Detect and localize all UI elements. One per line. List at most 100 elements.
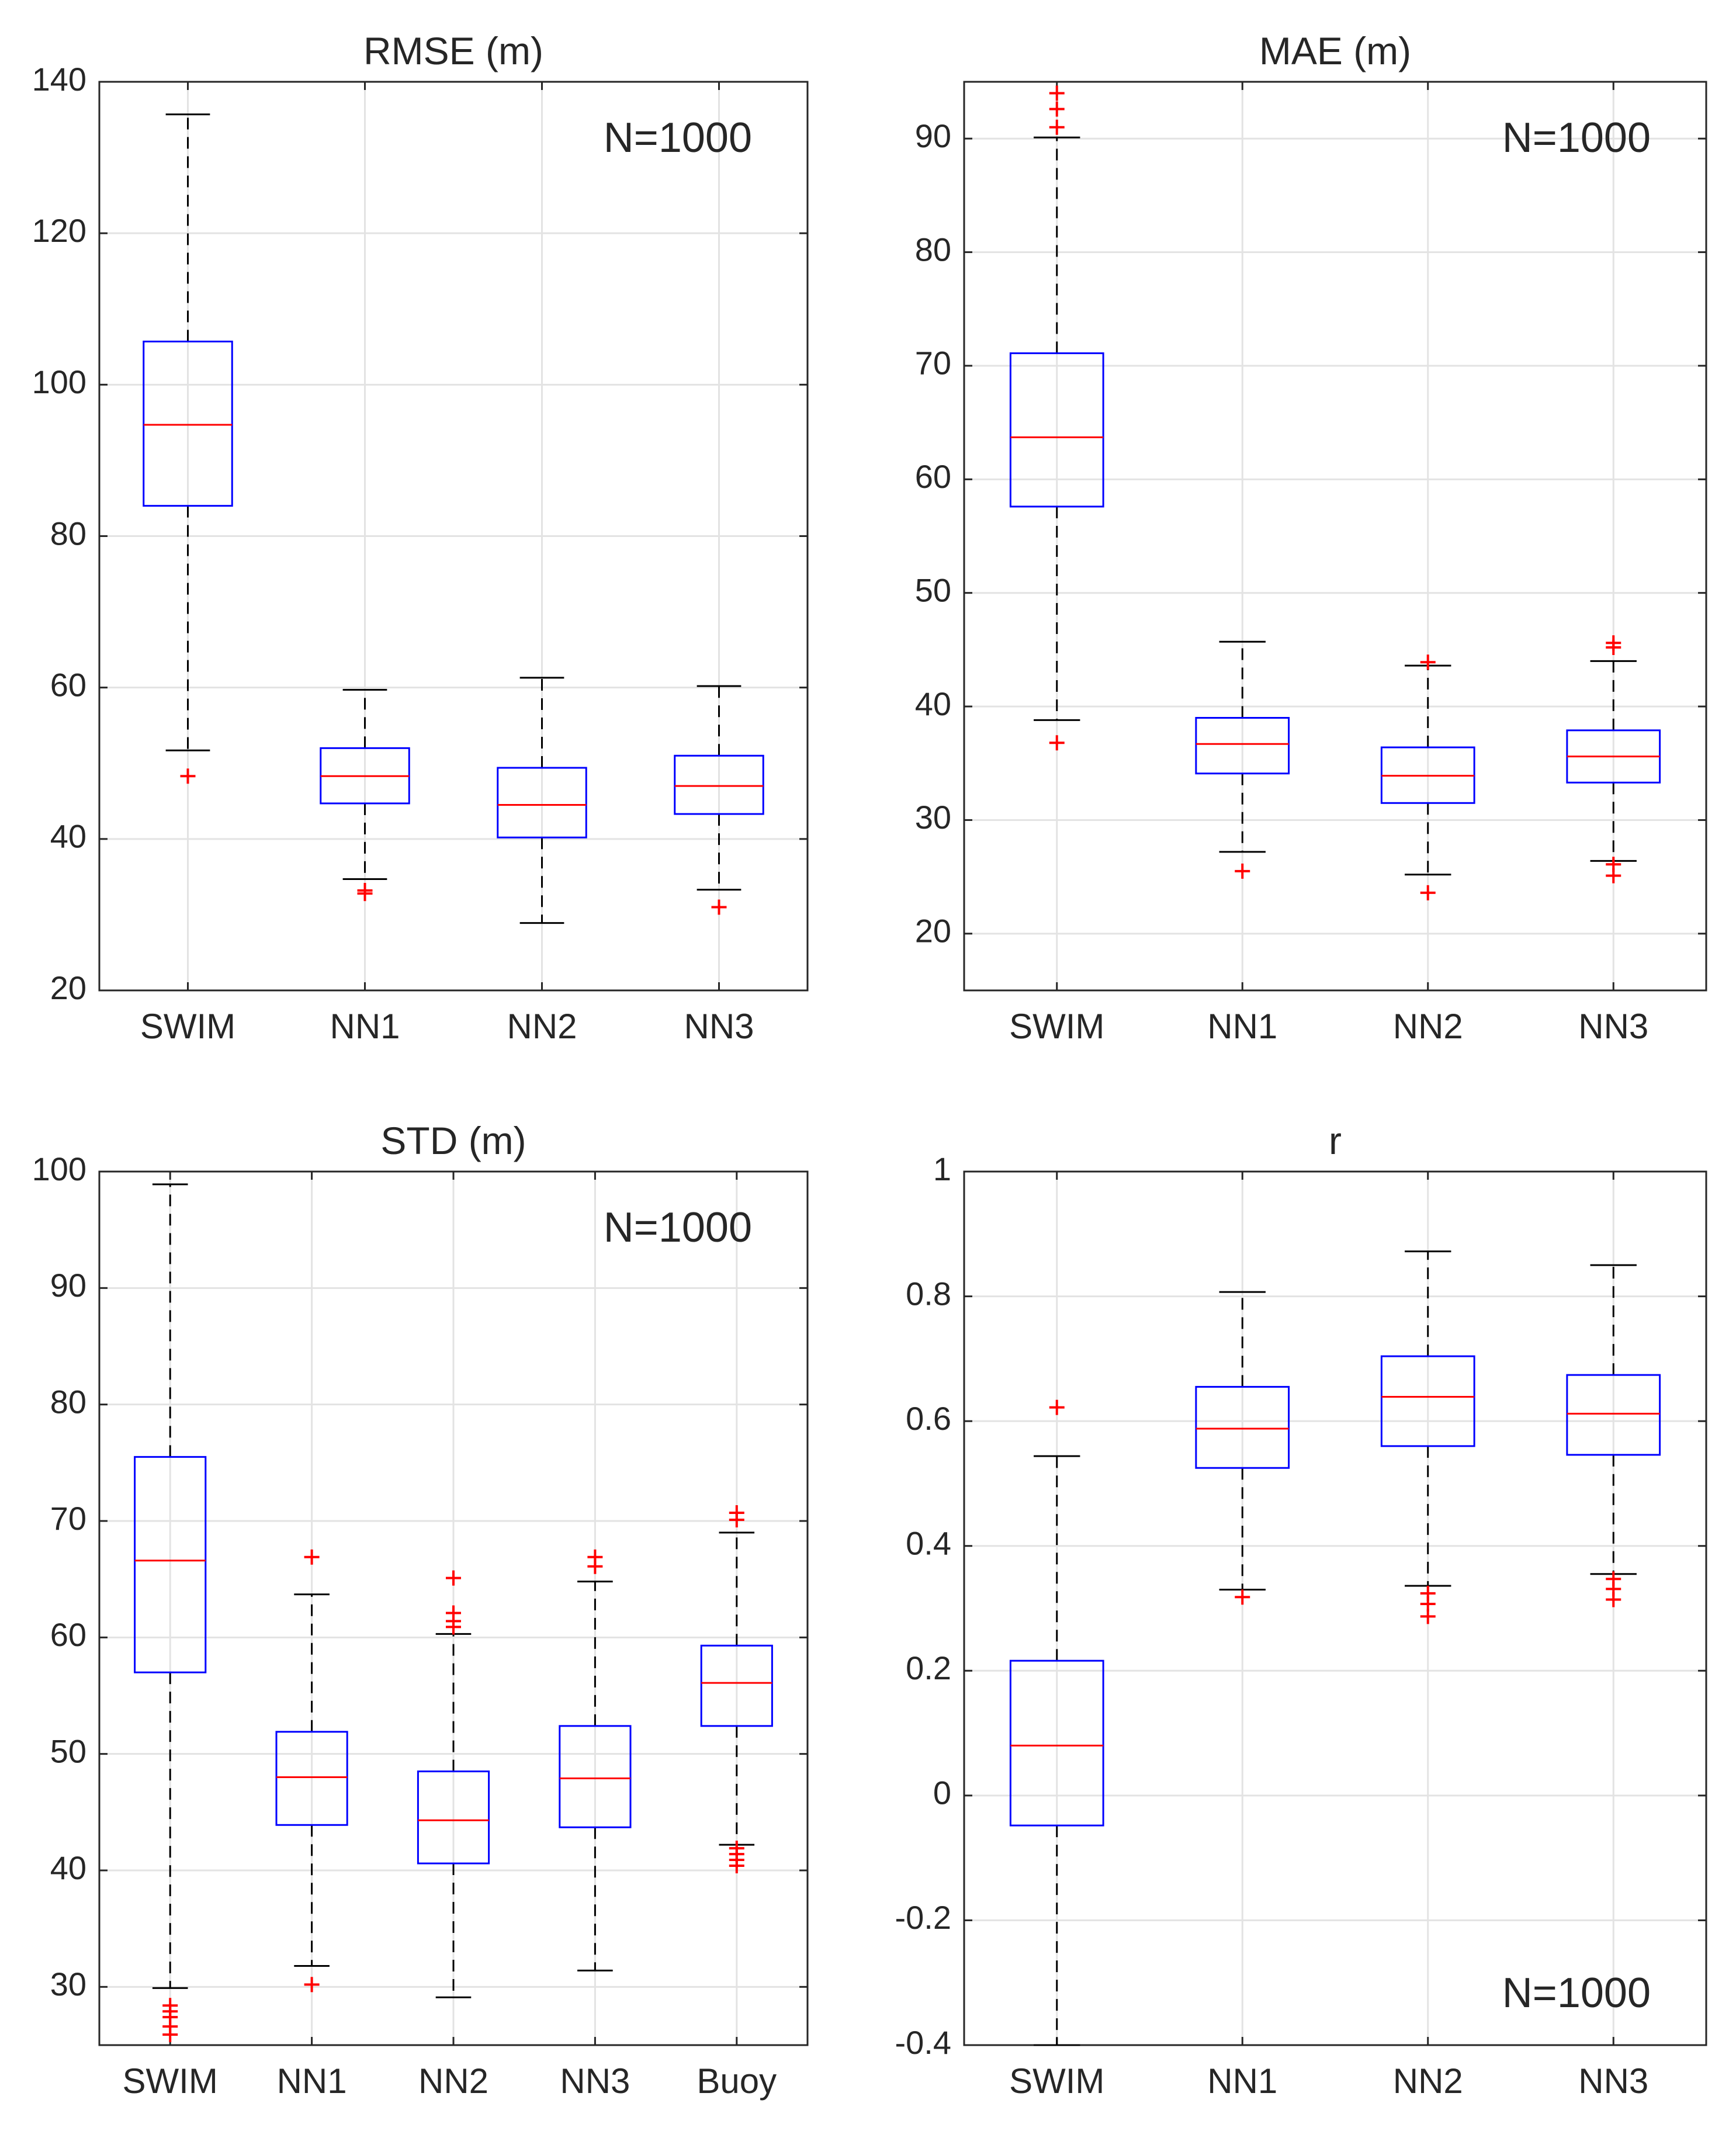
outlier-marker — [1049, 101, 1065, 117]
interquartile-box — [275, 1731, 348, 1826]
outlier-marker — [1235, 863, 1250, 879]
y-tick-label: 90 — [50, 1267, 86, 1304]
y-tick-label: 120 — [32, 212, 86, 249]
y-tick-label: 60 — [915, 458, 951, 495]
box-nn2 — [497, 677, 587, 924]
x-tick-label-swim: SWIM — [1009, 1007, 1104, 1046]
sample-size-label: N=1000 — [604, 1204, 752, 1251]
box-nn3 — [1566, 635, 1661, 883]
x-tick-label-nn1: NN1 — [277, 2061, 347, 2101]
box-nn2 — [1380, 1250, 1475, 1624]
interquartile-box — [134, 1456, 207, 1673]
y-tick-label: 30 — [50, 1966, 86, 2002]
interquartile-box — [143, 340, 233, 507]
axes-frame — [963, 81, 1707, 992]
outlier-marker — [446, 1570, 461, 1586]
y-tick-label: 1 — [933, 1151, 951, 1187]
panel-title: STD (m) — [380, 1119, 526, 1162]
y-tick-label: 0 — [933, 1775, 951, 1811]
outlier-marker — [1606, 857, 1621, 872]
x-tick-label-nn2: NN2 — [1393, 2061, 1463, 2101]
y-tick-label: 80 — [50, 1383, 86, 1420]
outlier-marker — [1235, 1589, 1250, 1605]
outlier-marker — [1420, 654, 1436, 670]
x-tick-label-nn1: NN1 — [330, 1007, 400, 1046]
panel-1: 20 30 40 50 60 70 80 90 SWIM NN1 NN2 NN3 MAE (m) N=10… — [915, 29, 1707, 1046]
y-tick-label: -0.2 — [895, 1899, 952, 1936]
panel-0: 20 40 60 80 100 120 140 SWIM NN1 NN2 NN3 RMSE (m) N=… — [32, 29, 809, 1046]
box-swim — [1009, 85, 1104, 751]
outlier-marker — [1049, 119, 1065, 135]
box-swim — [143, 113, 233, 784]
interquartile-box — [1009, 1659, 1104, 1827]
y-tick-label: 40 — [50, 818, 86, 855]
axes-frame — [963, 1170, 1707, 2046]
outlier-marker — [1606, 635, 1621, 651]
box-swim — [134, 1183, 207, 2043]
x-tick-label-nn3: NN3 — [684, 1007, 754, 1046]
box-nn3 — [1566, 1264, 1661, 1607]
sample-size-label: N=1000 — [1502, 115, 1651, 161]
box-nn2 — [1380, 654, 1475, 900]
y-tick-label: 20 — [915, 913, 951, 950]
y-tick-label: 140 — [32, 61, 86, 98]
y-tick-label: 20 — [50, 969, 86, 1006]
y-tick-label: 60 — [50, 1616, 86, 1653]
y-tick-label: 100 — [32, 1151, 86, 1187]
interquartile-box — [1380, 1355, 1475, 1447]
box-nn1 — [320, 689, 410, 902]
x-tick-label-nn3: NN3 — [560, 2061, 630, 2101]
sample-size-label: N=1000 — [604, 115, 752, 161]
panel-2: 30 40 50 60 70 80 90 100 SWIM NN1 NN2 NN3 Buoy STD (m… — [32, 1119, 809, 2101]
y-tick-label: 100 — [32, 363, 86, 400]
sample-size-label: N=1000 — [1502, 1970, 1651, 2016]
y-tick-label: 40 — [915, 685, 951, 722]
y-tick-label: 70 — [915, 345, 951, 382]
outlier-marker — [1606, 1571, 1621, 1587]
x-tick-label-nn2: NN2 — [418, 2061, 488, 2101]
y-tick-label: 40 — [50, 1849, 86, 1886]
y-tick-label: 80 — [50, 515, 86, 552]
y-tick-label: 80 — [915, 231, 951, 268]
panel-title: r — [1329, 1119, 1342, 1162]
interquartile-box — [1195, 1385, 1290, 1469]
x-tick-label-swim: SWIM — [123, 2061, 218, 2101]
interquartile-box — [1195, 717, 1290, 775]
y-tick-label: 70 — [50, 1500, 86, 1537]
interquartile-box — [559, 1725, 632, 1828]
x-tick-label-swim: SWIM — [140, 1007, 235, 1046]
outlier-marker — [1049, 735, 1065, 751]
outlier-marker — [1049, 85, 1065, 101]
y-tick-label: 0.6 — [906, 1400, 951, 1437]
panel-title: RMSE (m) — [363, 29, 543, 72]
x-tick-label-nn2: NN2 — [507, 1007, 577, 1046]
outlier-marker — [1420, 1585, 1436, 1601]
y-tick-label: 50 — [50, 1732, 86, 1769]
outlier-marker — [304, 1549, 320, 1565]
interquartile-box — [674, 754, 764, 815]
y-tick-label: 60 — [50, 666, 86, 703]
box-nn1 — [1195, 1291, 1290, 1605]
interquartile-box — [417, 1770, 490, 1865]
outlier-marker — [162, 1998, 178, 2014]
box-nn3 — [674, 685, 764, 915]
interquartile-box — [1009, 352, 1104, 508]
box-swim — [1009, 1399, 1104, 2046]
y-tick-label: 50 — [915, 571, 951, 608]
x-tick-label-nn3: NN3 — [1578, 1007, 1648, 1046]
x-tick-label-nn1: NN1 — [1207, 1007, 1277, 1046]
interquartile-box — [1566, 1374, 1661, 1456]
outlier-marker — [1420, 885, 1436, 900]
outlier-marker — [729, 1841, 744, 1856]
x-tick-label-nn3: NN3 — [1578, 2061, 1648, 2101]
outlier-marker — [446, 1605, 461, 1621]
panel-title: MAE (m) — [1259, 29, 1411, 72]
box-nn3 — [559, 1549, 632, 1971]
box-nn2 — [417, 1570, 490, 1998]
x-tick-label-swim: SWIM — [1009, 2061, 1104, 2101]
y-tick-label: 0.4 — [906, 1525, 951, 1562]
y-tick-label: 0.2 — [906, 1650, 951, 1686]
outlier-marker — [180, 768, 196, 784]
box-nn1 — [275, 1549, 348, 1993]
